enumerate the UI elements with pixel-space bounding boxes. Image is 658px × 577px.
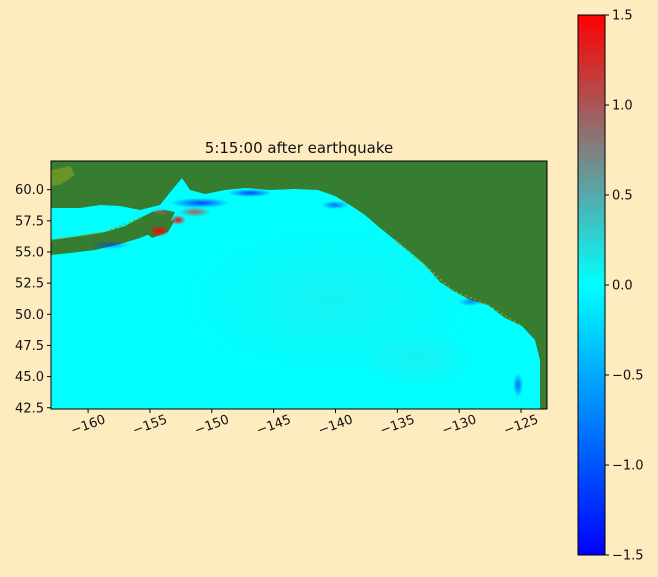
land-mainland [51,161,547,409]
x-tick-label: −160 [69,412,108,438]
colorbar-gradient [577,14,606,556]
x-tick-label: −145 [254,412,293,438]
anomaly-blue [170,198,230,208]
x-axis: −160 −155 −150 −145 −140 −135 −130 −125 [69,409,541,439]
y-tick-label: 50.0 [15,308,44,323]
colorbar-tick-label: 0.5 [612,189,633,204]
y-tick-label: 60.0 [15,183,44,198]
anomaly-blue [228,189,272,197]
colorbar-tick-label: −0.5 [612,369,644,384]
anomaly-red [149,225,169,237]
anomaly-blue [458,298,482,306]
anomaly-blue [90,241,130,249]
x-tick-label: −135 [378,412,417,438]
colorbar-tick-label: −1.0 [612,459,644,474]
plot-area [51,161,547,409]
x-tick-label: −125 [502,412,541,438]
x-tick-label: −150 [193,412,232,438]
x-tick-label: −155 [131,412,170,438]
axes-frame [50,160,548,410]
anomaly-grey [179,207,211,217]
land-lowland [51,166,75,186]
colorbar-tick-label: 0.0 [612,279,633,294]
colorbar-tick-label: 1.5 [612,9,633,24]
colorbar-tick-label: −1.5 [612,549,644,564]
y-tick-label: 57.5 [15,214,44,229]
y-tick-label: 47.5 [15,339,44,354]
y-tick-label: 45.0 [15,370,44,385]
colorbar-tick-label: 1.0 [612,99,633,114]
colorbar: 1.5 1.0 0.5 0.0 −0.5 −1.0 −1.5 [577,9,644,564]
y-tick-label: 55.0 [15,245,44,260]
anomaly-red [170,215,186,225]
chart-title: 5:15:00 after earthquake [205,139,393,157]
y-tick-label: 52.5 [15,277,44,292]
land-coast-fringe [51,217,523,327]
land-peninsula [51,210,175,255]
y-tick-label: 42.5 [15,401,44,416]
anomaly-blue [321,201,349,209]
anomaly-blue [513,373,523,397]
x-tick-label: −130 [440,412,479,438]
anomaly-grey [150,208,170,216]
x-tick-label: −140 [316,412,355,438]
wave-shading [360,330,480,390]
y-axis: 60.0 57.5 55.0 52.5 50.0 47.5 45.0 42.5 [15,183,51,416]
colorbar-ticks: 1.5 1.0 0.5 0.0 −0.5 −1.0 −1.5 [605,9,644,564]
